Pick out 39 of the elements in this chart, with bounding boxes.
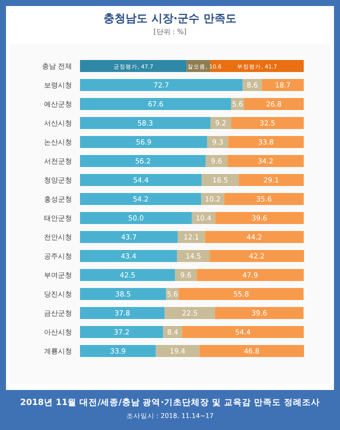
bar [80, 269, 176, 281]
bar [231, 117, 304, 129]
bar [80, 155, 206, 167]
bar [80, 174, 202, 186]
bar [244, 98, 304, 110]
chart-title: 충청남도 시장·군수 만족도 [104, 12, 236, 25]
bar [210, 60, 304, 72]
bar [214, 307, 304, 319]
bar [224, 193, 304, 205]
bar [80, 250, 178, 262]
bar [80, 307, 165, 319]
bar [178, 231, 205, 243]
bar [178, 288, 304, 300]
bar [80, 117, 210, 129]
bar [80, 212, 192, 224]
bar [164, 307, 215, 319]
bar [227, 155, 304, 167]
bar [80, 231, 178, 243]
bar [80, 193, 202, 205]
bar [238, 174, 304, 186]
bar [202, 174, 239, 186]
bar [156, 345, 200, 357]
bar [182, 326, 304, 338]
bar [196, 269, 304, 281]
bar [80, 288, 166, 300]
bar [80, 60, 187, 72]
bar [262, 79, 304, 91]
bar [210, 250, 304, 262]
bar [80, 326, 164, 338]
bar [177, 250, 210, 262]
bar [80, 136, 208, 148]
bar [204, 231, 304, 243]
bar [215, 212, 304, 224]
text: 2018년 11월 대전/세종/충남 광역·기초단체장 및 교육감 만족도 정례조사 [20, 397, 320, 408]
bar [80, 98, 232, 110]
bar [228, 136, 304, 148]
bar [80, 79, 243, 91]
bar [199, 345, 304, 357]
bar [80, 345, 156, 357]
